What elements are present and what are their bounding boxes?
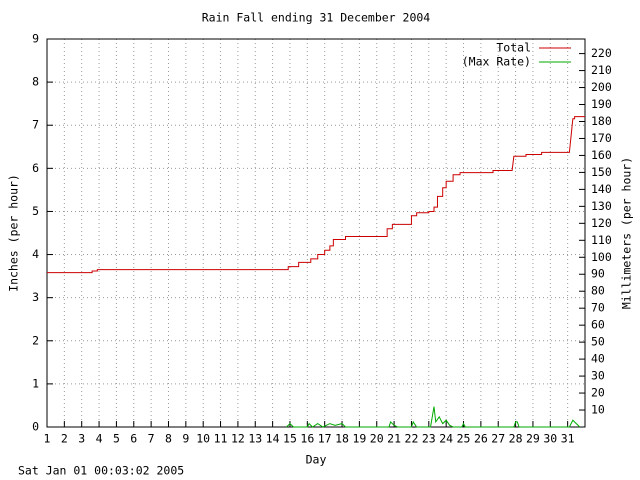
y2-tick-label: 200 [591,80,612,94]
x-tick-label: 2 [61,432,68,446]
y-axis-label: Inches (per hour) [7,174,21,292]
x-axis-label: Day [306,453,327,467]
x-tick-label: 17 [318,432,332,446]
x-tick-label: 20 [370,432,384,446]
x-tick-label: 19 [352,432,366,446]
y-tick-label: 0 [32,420,39,434]
y-tick-label: 1 [32,376,39,390]
y-tick-label: 4 [32,247,39,261]
y2-tick-label: 140 [591,182,612,196]
x-tick-label: 25 [457,432,471,446]
y2-tick-label: 210 [591,63,612,77]
series-line [47,116,585,274]
y2-tick-label: 60 [591,318,605,332]
x-tick-label: 4 [96,432,103,446]
y-tick-label: 9 [32,32,39,46]
x-tick-label: 26 [474,432,488,446]
x-tick-label: 18 [335,432,349,446]
y-tick-label: 8 [32,75,39,89]
y2-tick-label: 160 [591,148,612,162]
y-tick-label: 7 [32,118,39,132]
y2-tick-label: 40 [591,352,605,366]
x-tick-label: 10 [196,432,210,446]
chart-title: Rain Fall ending 31 December 2004 [202,11,431,25]
x-tick-label: 7 [148,432,155,446]
series-line [286,406,581,428]
x-tick-label: 23 [422,432,436,446]
x-tick-label: 30 [543,432,557,446]
y-tick-label: 2 [32,333,39,347]
y2-tick-label: 120 [591,216,612,230]
y-tick-label: 5 [32,204,39,218]
x-tick-label: 12 [231,432,245,446]
y2-tick-label: 220 [591,46,612,60]
legend-label: Total [496,41,531,55]
y2-tick-label: 10 [591,403,605,417]
y2-tick-label: 30 [591,369,605,383]
legend-label: (Max Rate) [462,55,531,69]
x-tick-label: 22 [405,432,419,446]
x-tick-label: 24 [439,432,453,446]
x-tick-label: 16 [300,432,314,446]
x-tick-label: 28 [509,432,523,446]
x-tick-label: 8 [165,432,172,446]
y2-tick-label: 130 [591,199,612,213]
y2-tick-label: 100 [591,250,612,264]
y2-tick-label: 110 [591,233,612,247]
x-tick-label: 3 [78,432,85,446]
y2-tick-label: 20 [591,386,605,400]
x-tick-label: 11 [214,432,228,446]
y2-tick-label: 150 [591,165,612,179]
x-tick-label: 1 [44,432,51,446]
x-tick-label: 27 [491,432,505,446]
y-tick-label: 3 [32,290,39,304]
x-tick-label: 15 [283,432,297,446]
y2-tick-label: 50 [591,335,605,349]
y2-tick-label: 190 [591,97,612,111]
x-tick-label: 6 [130,432,137,446]
y2-tick-label: 170 [591,131,612,145]
y2-axis-label: Millimeters (per hour) [620,157,634,309]
x-tick-label: 29 [526,432,540,446]
x-tick-label: 9 [182,432,189,446]
x-tick-label: 21 [387,432,401,446]
timestamp: Sat Jan 01 00:03:02 2005 [18,464,184,478]
plot-frame [46,38,586,428]
y2-tick-label: 80 [591,284,605,298]
x-tick-label: 14 [266,432,280,446]
x-tick-label: 5 [113,432,120,446]
x-tick-label: 31 [561,432,575,446]
y2-tick-label: 180 [591,114,612,128]
y-tick-label: 6 [32,161,39,175]
y2-tick-label: 90 [591,267,605,281]
x-tick-label: 13 [248,432,262,446]
y2-tick-label: 70 [591,301,605,315]
